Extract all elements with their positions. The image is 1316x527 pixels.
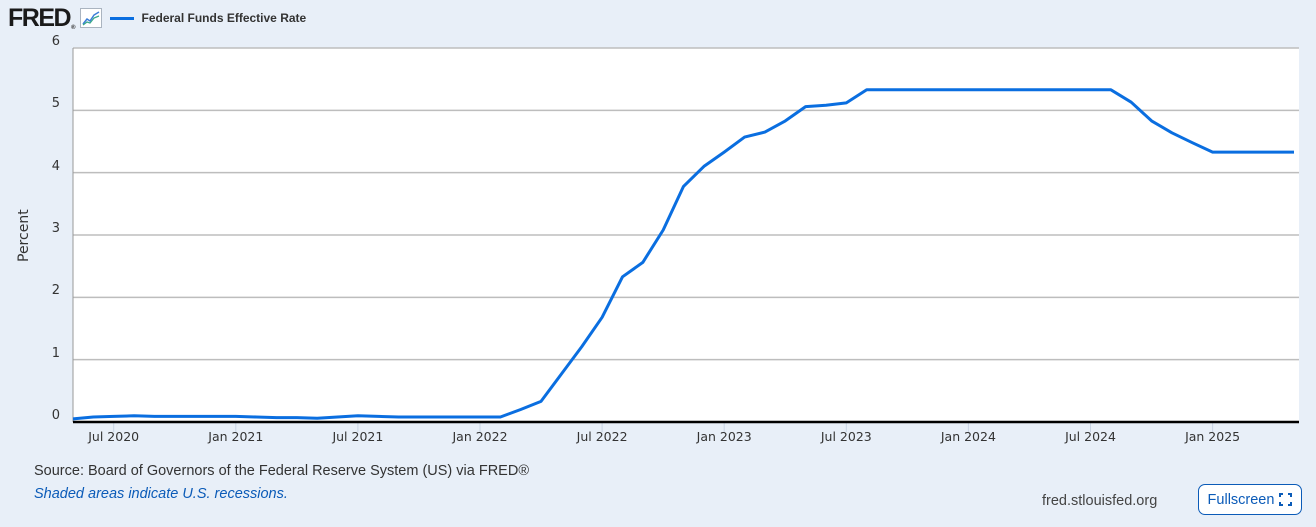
x-tick-label: Jul 2023 <box>820 429 872 444</box>
x-tick-label: Jul 2021 <box>332 429 384 444</box>
logo-text: FRED <box>8 3 72 32</box>
x-tick-label: Jul 2020 <box>88 429 140 444</box>
line-chart-plot[interactable] <box>0 0 1316 460</box>
fred-logo[interactable]: FRED® <box>8 3 76 32</box>
y-tick-label: 1 <box>51 345 60 361</box>
logo-registered-mark: ® <box>71 24 76 31</box>
source-text: Source: Board of Governors of the Federa… <box>34 463 530 479</box>
fullscreen-button[interactable]: Fullscreen <box>1198 484 1302 515</box>
fullscreen-label: Fullscreen <box>1207 491 1275 508</box>
y-axis-label: Percent <box>16 209 32 262</box>
y-tick-label: 0 <box>51 408 60 423</box>
chart-header: FRED® Federal Funds Effective Rate <box>8 4 306 32</box>
x-tick-label: Jan 2022 <box>452 429 508 444</box>
y-tick-label: 4 <box>51 158 60 174</box>
y-tick-label: 3 <box>51 221 60 236</box>
series-line[interactable] <box>72 88 1294 421</box>
y-tick-label: 5 <box>51 96 60 112</box>
x-tick-label: Jul 2024 <box>1065 429 1116 444</box>
legend-label: Federal Funds Effective Rate <box>141 11 307 25</box>
x-tick-label: Jan 2021 <box>208 429 264 444</box>
x-tick-label: Jan 2023 <box>696 429 752 444</box>
site-url[interactable]: fred.stlouisfed.org <box>1042 493 1158 509</box>
y-tick-label: 6 <box>51 34 60 49</box>
recession-note[interactable]: Shaded areas indicate U.S. recessions. <box>34 486 288 502</box>
x-tick-label: Jul 2022 <box>576 429 628 444</box>
legend-swatch <box>110 16 135 20</box>
x-tick-label: Jan 2025 <box>1185 429 1241 444</box>
x-tick-label: Jan 2024 <box>940 429 996 444</box>
expand-icon <box>1279 493 1293 506</box>
y-tick-label: 2 <box>51 283 60 299</box>
line-chart-icon <box>80 8 103 28</box>
legend-item[interactable]: Federal Funds Effective Rate <box>110 11 306 25</box>
